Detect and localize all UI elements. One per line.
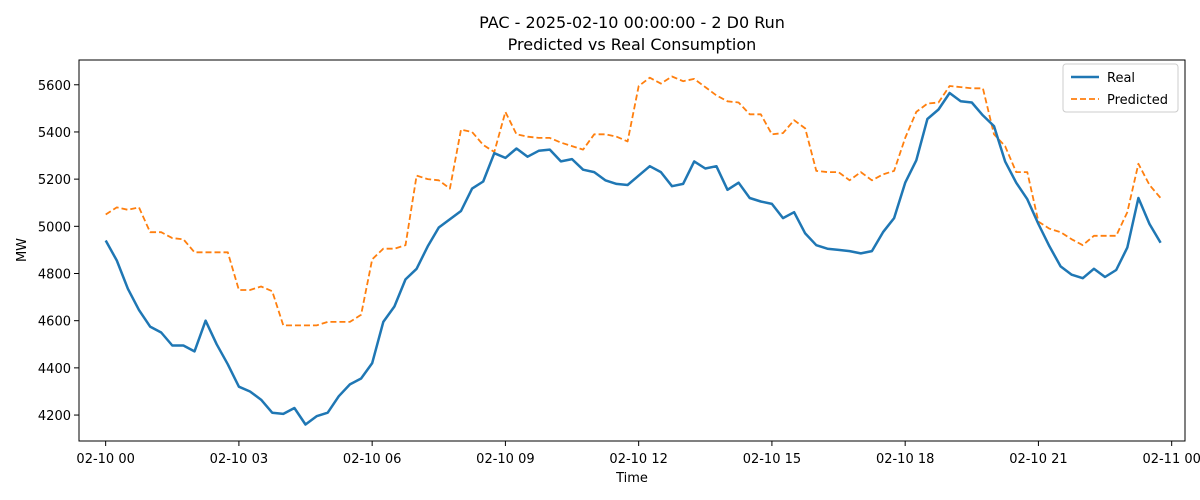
y-tick-label: 5000	[38, 220, 71, 235]
x-tick-label: 02-10 21	[1009, 452, 1067, 467]
y-tick-label: 4400	[38, 362, 71, 377]
series-line-predicted	[105, 75, 1162, 327]
x-tick-label: 02-10 00	[76, 452, 134, 467]
legend-label-predicted: Predicted	[1107, 93, 1168, 108]
x-tick-label: 02-10 18	[876, 452, 934, 467]
chart-subtitle: Predicted vs Real Consumption	[508, 35, 757, 54]
y-axis: 4200 4400 4600 4800 5000 5200 5400 5600	[38, 79, 79, 424]
series-line-real	[104, 91, 1162, 426]
y-tick-label: 5200	[38, 173, 71, 188]
y-tick-label: 4200	[38, 409, 71, 424]
x-tick-label: 02-10 15	[743, 452, 801, 467]
x-axis: 02-10 00 02-10 03 02-10 06 02-10 09 02-10 12…	[76, 441, 1200, 467]
y-tick-label: 4600	[38, 315, 71, 330]
x-tick-label: 02-10 03	[210, 452, 268, 467]
x-tick-label: 02-10 06	[343, 452, 401, 467]
x-tick-label: 02-10 09	[476, 452, 534, 467]
series-lines	[104, 75, 1162, 426]
x-axis-label: Time	[615, 471, 648, 486]
y-axis-label: MW	[15, 238, 30, 262]
plot-area-frame	[78, 59, 1186, 442]
legend: Real Predicted	[1062, 63, 1179, 113]
y-tick-label: 5600	[38, 79, 71, 94]
legend-label-real: Real	[1107, 71, 1135, 86]
chart-title: PAC - 2025-02-10 00:00:00 - 2 D0 Run	[479, 13, 785, 32]
y-tick-label: 4800	[38, 268, 71, 283]
x-tick-label: 02-10 12	[609, 452, 667, 467]
x-tick-label: 02-11 00	[1142, 452, 1200, 467]
y-tick-label: 5400	[38, 126, 71, 141]
